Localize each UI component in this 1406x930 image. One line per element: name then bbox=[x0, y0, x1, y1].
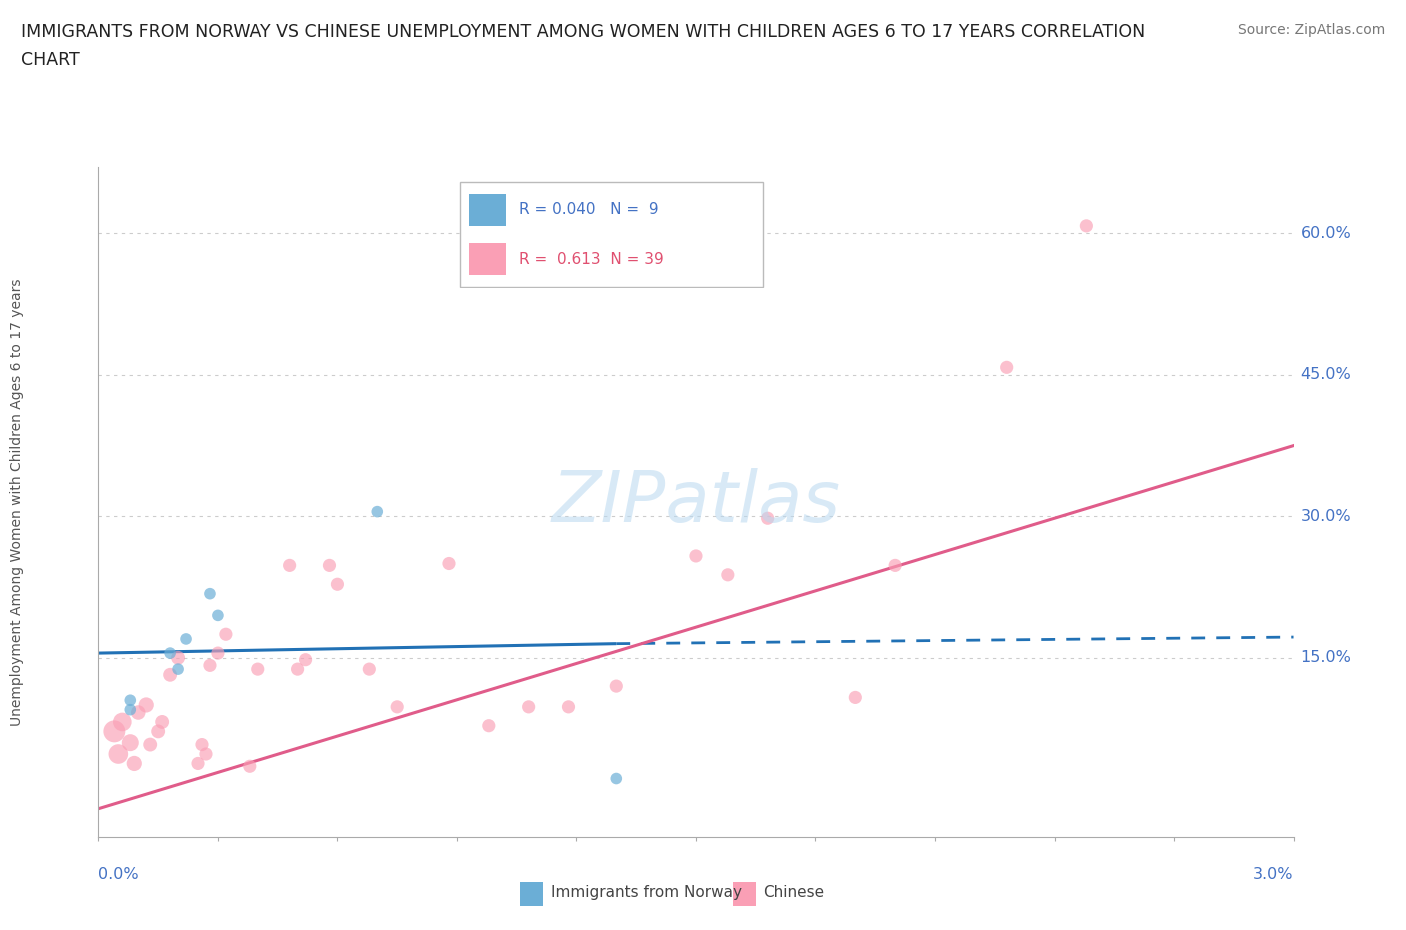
Point bbox=[207, 645, 229, 660]
Text: IMMIGRANTS FROM NORWAY VS CHINESE UNEMPLOYMENT AMONG WOMEN WITH CHILDREN AGES 6 : IMMIGRANTS FROM NORWAY VS CHINESE UNEMPL… bbox=[21, 23, 1146, 41]
Text: R =  0.613  N = 39: R = 0.613 N = 39 bbox=[519, 251, 664, 267]
Point bbox=[246, 661, 269, 676]
Point bbox=[1076, 219, 1098, 233]
Point bbox=[557, 699, 579, 714]
Point bbox=[198, 658, 221, 672]
Bar bbox=[470, 243, 506, 275]
Text: ZIPatlas: ZIPatlas bbox=[551, 468, 841, 537]
Point bbox=[120, 693, 142, 708]
Text: 30.0%: 30.0% bbox=[1301, 509, 1351, 524]
Text: CHART: CHART bbox=[21, 51, 80, 69]
Bar bbox=[520, 882, 543, 906]
Point bbox=[287, 661, 309, 676]
Point bbox=[191, 737, 214, 752]
Point bbox=[159, 645, 181, 660]
Point bbox=[385, 699, 409, 714]
Point bbox=[207, 608, 229, 623]
Point bbox=[239, 759, 262, 774]
Point bbox=[124, 756, 146, 771]
FancyBboxPatch shape bbox=[460, 182, 763, 286]
Point bbox=[517, 699, 540, 714]
Point bbox=[187, 756, 209, 771]
Text: 3.0%: 3.0% bbox=[1253, 867, 1294, 882]
Point bbox=[107, 747, 129, 762]
Point bbox=[167, 661, 190, 676]
Point bbox=[148, 724, 170, 738]
Bar bbox=[733, 882, 755, 906]
Point bbox=[605, 679, 627, 694]
Text: Unemployment Among Women with Children Ages 6 to 17 years: Unemployment Among Women with Children A… bbox=[10, 278, 24, 726]
Point bbox=[150, 714, 173, 729]
Point bbox=[318, 558, 340, 573]
Text: 45.0%: 45.0% bbox=[1301, 367, 1351, 382]
Point bbox=[215, 627, 238, 642]
Point bbox=[717, 567, 740, 582]
Point bbox=[326, 577, 349, 591]
Text: R = 0.040   N =  9: R = 0.040 N = 9 bbox=[519, 203, 658, 218]
Text: Chinese: Chinese bbox=[763, 885, 824, 900]
Text: 60.0%: 60.0% bbox=[1301, 226, 1351, 241]
Point bbox=[174, 631, 197, 646]
Point bbox=[120, 736, 142, 751]
Point bbox=[194, 747, 218, 762]
Point bbox=[135, 698, 157, 712]
Point bbox=[278, 558, 301, 573]
Point bbox=[366, 504, 388, 519]
Point bbox=[111, 714, 134, 729]
Point bbox=[103, 724, 125, 738]
Point bbox=[120, 702, 142, 717]
Text: Immigrants from Norway: Immigrants from Norway bbox=[551, 885, 741, 900]
Point bbox=[359, 661, 381, 676]
Point bbox=[884, 558, 907, 573]
Text: Source: ZipAtlas.com: Source: ZipAtlas.com bbox=[1237, 23, 1385, 37]
Point bbox=[167, 650, 190, 665]
Point bbox=[294, 652, 316, 667]
Text: 15.0%: 15.0% bbox=[1301, 650, 1351, 665]
Point bbox=[685, 549, 707, 564]
Point bbox=[605, 771, 627, 786]
Point bbox=[139, 737, 162, 752]
Point bbox=[756, 511, 779, 525]
Text: 0.0%: 0.0% bbox=[98, 867, 139, 882]
Point bbox=[159, 668, 181, 683]
Point bbox=[437, 556, 460, 571]
Point bbox=[478, 718, 501, 733]
Point bbox=[844, 690, 866, 705]
Point bbox=[198, 586, 221, 601]
Bar bbox=[470, 193, 506, 226]
Point bbox=[127, 705, 149, 720]
Point bbox=[995, 360, 1018, 375]
